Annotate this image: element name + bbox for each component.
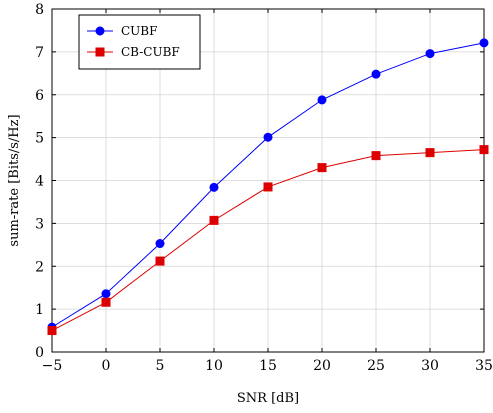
y-tick-label: 2	[35, 259, 44, 275]
data-point-cubf	[101, 289, 111, 299]
legend-label-cb-cubf: CB-CUBF	[121, 45, 180, 59]
y-tick-label: 7	[35, 45, 44, 61]
data-point-cubf	[263, 132, 273, 142]
data-point-cubf	[317, 95, 327, 105]
x-tick-label: 0	[102, 358, 111, 374]
x-tick-label: 10	[205, 358, 223, 374]
legend-box	[78, 14, 201, 70]
data-point-cubf	[371, 69, 381, 79]
x-tick-label: 30	[421, 358, 439, 374]
legend: CUBF CB-CUBF	[78, 14, 201, 70]
x-tick-label: 20	[313, 358, 331, 374]
y-tick-label: 6	[35, 88, 44, 104]
data-point-cb-cubf	[263, 182, 273, 192]
x-tick-label: −5	[42, 358, 63, 374]
y-tick-label: 3	[35, 216, 44, 232]
data-point-cubf	[209, 182, 219, 192]
series-group	[47, 38, 489, 336]
data-point-cubf	[155, 239, 165, 249]
data-point-cubf	[479, 38, 489, 48]
data-point-cb-cubf	[209, 215, 219, 225]
data-point-cb-cubf	[101, 297, 111, 307]
x-tick-label: 15	[259, 358, 277, 374]
legend-marker-cubf	[95, 26, 105, 36]
x-tick-label: 5	[156, 358, 165, 374]
y-tick-label: 8	[35, 2, 44, 18]
data-point-cb-cubf	[371, 151, 381, 161]
data-point-cb-cubf	[425, 148, 435, 158]
y-tick-label: 4	[35, 174, 44, 190]
data-point-cb-cubf	[479, 145, 489, 155]
legend-label-cubf: CUBF	[121, 24, 157, 38]
x-tick-label: 25	[367, 358, 385, 374]
y-axis-label: sum-rate [Bits/s/Hz]	[7, 114, 22, 246]
data-point-cubf	[425, 49, 435, 59]
data-point-cb-cubf	[155, 256, 165, 266]
y-tick-label: 1	[35, 302, 44, 318]
legend-marker-cb-cubf	[95, 47, 105, 57]
series-cb-cubf	[47, 145, 489, 336]
x-axis-label: SNR [dB]	[237, 391, 299, 406]
y-tick-label: 0	[35, 345, 44, 361]
x-tick-label: 35	[475, 358, 493, 374]
data-point-cb-cubf	[47, 326, 57, 336]
y-tick-label: 5	[35, 131, 44, 147]
data-point-cb-cubf	[317, 163, 327, 173]
